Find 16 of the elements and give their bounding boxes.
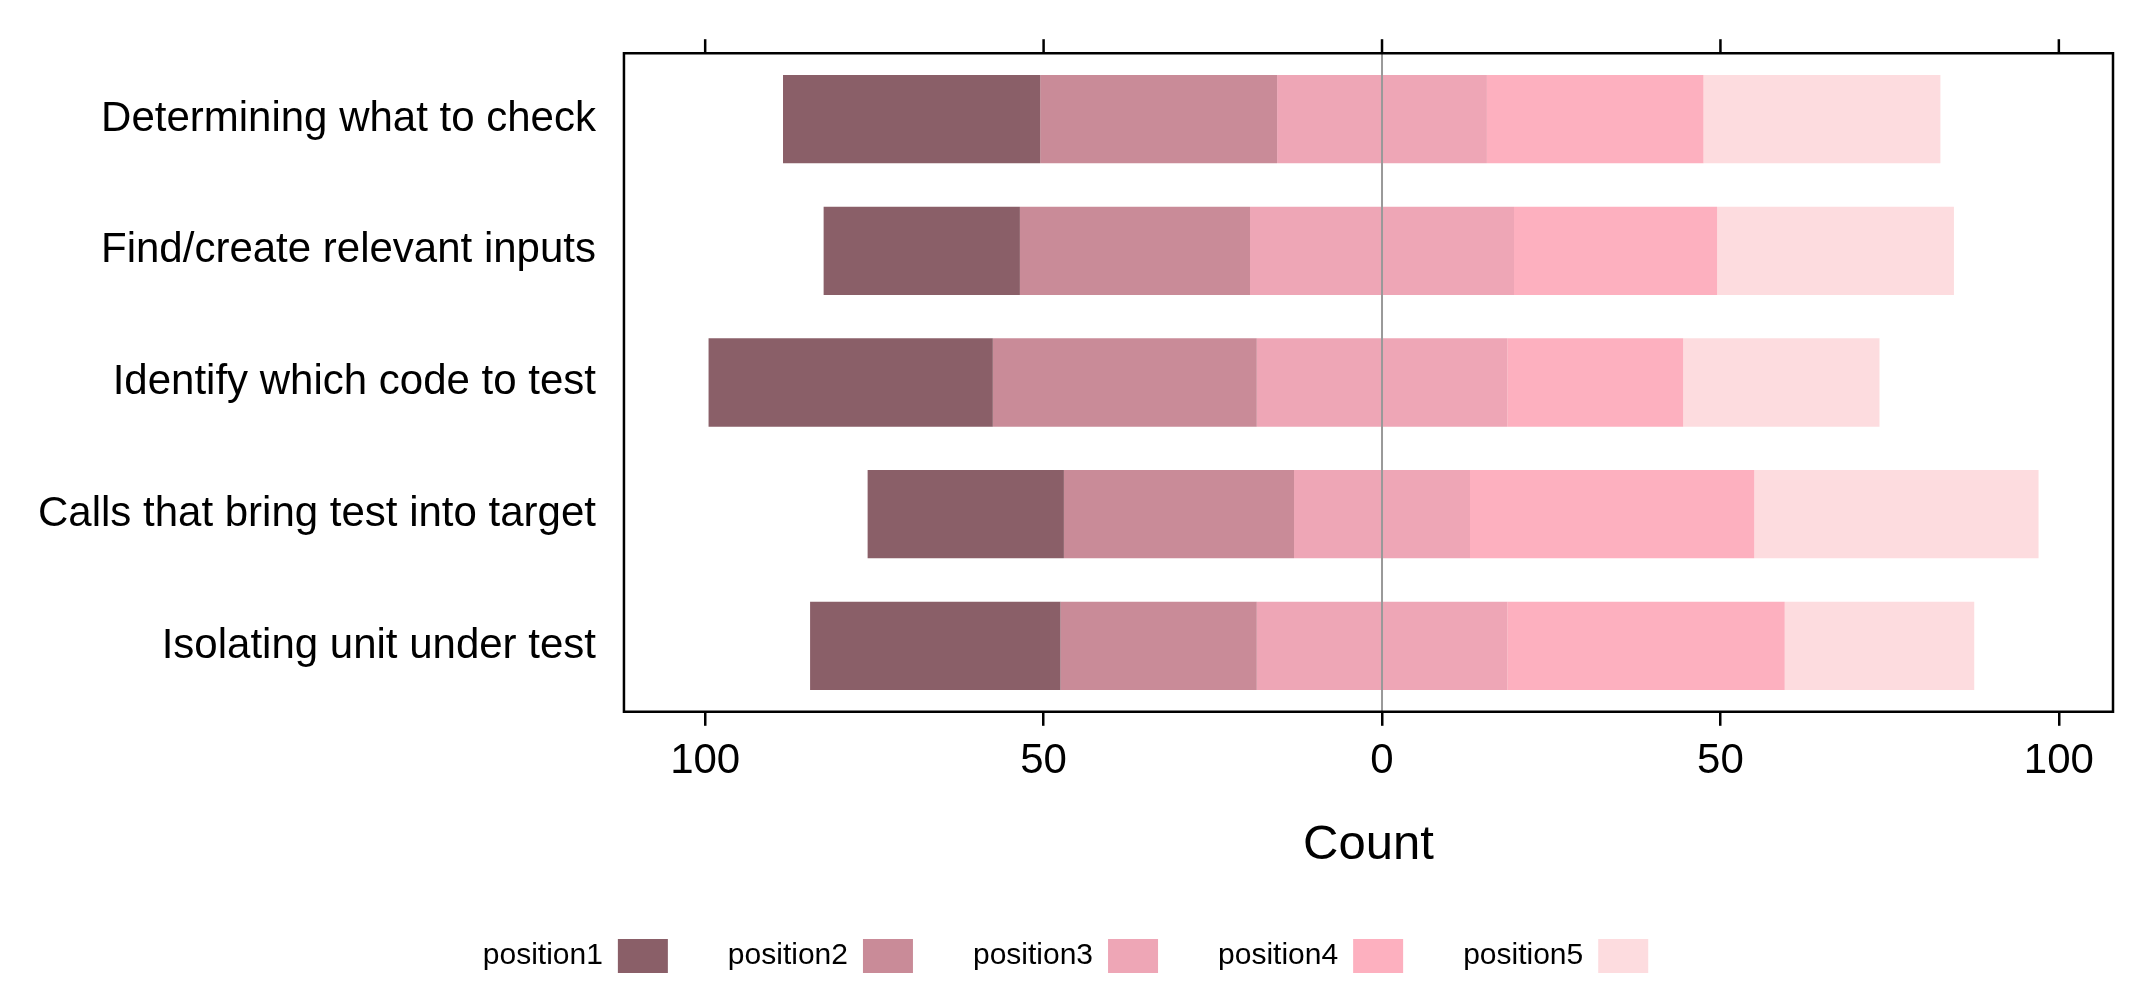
legend-label: position5 [1463, 937, 1584, 971]
legend-label: position2 [727, 937, 848, 971]
y-tick-label: Determining what to check [101, 92, 597, 140]
legend-label: position1 [482, 937, 603, 971]
x-axis-title: Count [1303, 815, 1435, 870]
x-tick-label: 100 [670, 734, 741, 782]
x-tick-label: 50 [1020, 734, 1067, 782]
legend-label: position4 [1218, 937, 1339, 971]
y-tick-label: Identify which code to test [112, 356, 597, 404]
y-tick-label: Calls that bring test into target [37, 487, 597, 535]
y-tick-label: Isolating unit under test [161, 619, 597, 667]
y-tick-label: Find/create relevant inputs [101, 224, 596, 272]
x-tick-label: 50 [1697, 734, 1744, 782]
x-tick-label: 100 [2023, 734, 2094, 782]
legend-label: position3 [972, 937, 1094, 971]
x-tick-label: 0 [1370, 734, 1394, 782]
